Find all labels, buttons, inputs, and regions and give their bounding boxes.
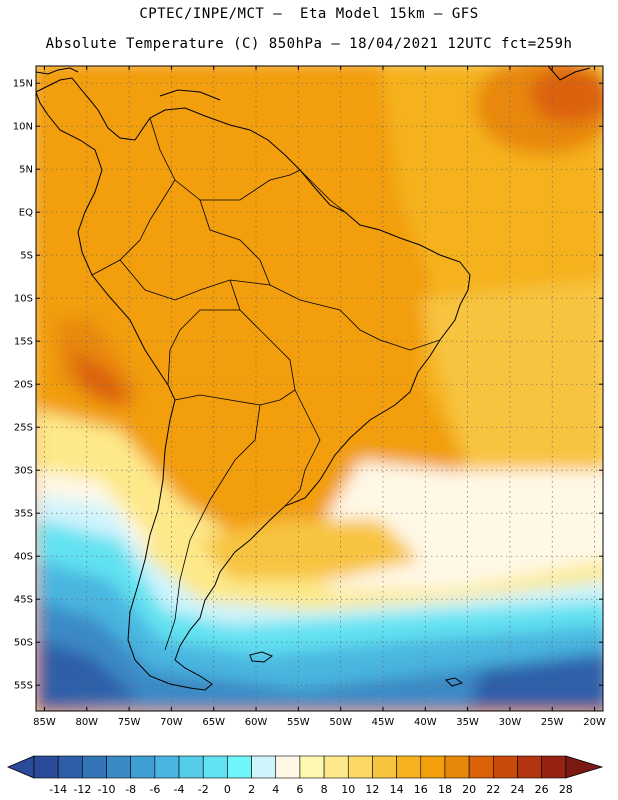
legend-swatch (493, 755, 518, 779)
lon-label: 45W (372, 717, 395, 728)
lon-label: 55W (287, 717, 310, 728)
legend-swatch (227, 755, 252, 779)
lat-label: 15N (13, 79, 33, 90)
lat-label: EQ (19, 208, 33, 219)
legend-tick-label: 4 (272, 783, 279, 796)
legend-swatch (130, 755, 156, 779)
lon-label: 25W (541, 717, 564, 728)
lat-label: 5N (19, 165, 33, 176)
map-frame (35, 65, 604, 712)
coastline (35, 65, 591, 691)
lon-label: 70W (160, 717, 183, 728)
legend-swatch (251, 755, 277, 779)
legend-swatch (420, 755, 446, 779)
legend-swatch (178, 755, 204, 779)
lon-label: 50W (329, 717, 352, 728)
legend-tick-label: -12 (73, 783, 91, 796)
lon-label: 65W (202, 717, 225, 728)
lat-label: 10S (14, 294, 33, 305)
lat-label: 30S (14, 466, 33, 477)
legend-swatch (347, 755, 373, 779)
lon-label: 40W (414, 717, 437, 728)
legend-swatch (82, 755, 107, 779)
legend-arrow-high (565, 755, 604, 779)
lat-label: 35S (14, 509, 33, 520)
legend-tick-label: 26 (535, 783, 549, 796)
lat-label: 20S (14, 380, 33, 391)
legend-swatch (275, 755, 301, 779)
legend-tick-label: 10 (341, 783, 355, 796)
temperature-field (36, 66, 603, 711)
legend-tick-label: 2 (248, 783, 255, 796)
lon-label: 20W (583, 717, 606, 728)
longitude-axis: 85W 80W 75W 70W 65W 60W 55W 50W 45W 40W 35W 30W 25W 2… (33, 66, 606, 728)
legend-tick-label: -10 (98, 783, 116, 796)
lat-label: 50S (14, 638, 33, 649)
legend-swatch (541, 755, 567, 779)
latitude-axis: 15N 10N 5N EQ 5S 10S 15S 20S 25S 30S 35S 40S 45S 50S 5… (13, 79, 603, 692)
legend-tick-label: 0 (224, 783, 231, 796)
lat-label: 45S (14, 595, 33, 606)
legend-tick-label: 28 (559, 783, 573, 796)
legend-swatch (202, 755, 228, 779)
legend-swatch (468, 755, 494, 779)
lat-label: 10N (13, 122, 33, 133)
lat-label: 15S (14, 337, 33, 348)
color-legend: -14 -12 -10 -8 -6 -4 -2 0 2 4 6 8 10 12 14 16 18 20 22 24 26… (6, 755, 604, 796)
lat-label: 5S (20, 251, 33, 262)
legend-tick-label: 8 (321, 783, 328, 796)
legend-tick-label: 14 (390, 783, 404, 796)
legend-swatch (517, 755, 542, 779)
legend-swatch (106, 755, 131, 779)
legend-swatch (299, 755, 325, 779)
legend-swatch (33, 755, 59, 779)
legend-swatch (323, 755, 349, 779)
legend-tick-label: -6 (149, 783, 160, 796)
map-title-line-1: CPTEC/INPE/MCT – Eta Model 15km – GFS (139, 6, 479, 22)
legend-swatch (396, 755, 422, 779)
legend-tick-label: -14 (49, 783, 67, 796)
lon-label: 75W (118, 717, 141, 728)
legend-tick-label: -4 (174, 783, 185, 796)
lon-label: 60W (245, 717, 268, 728)
legend-tick-label: 18 (438, 783, 452, 796)
legend-swatch (154, 755, 180, 779)
legend-swatch (444, 755, 470, 779)
legend-swatch (372, 755, 397, 779)
map-title-line-2: Absolute Temperature (C) 850hPa – 18/04/… (45, 36, 573, 52)
legend-tick-label: 12 (365, 783, 379, 796)
lat-label: 25S (14, 423, 33, 434)
lon-label: 85W (33, 717, 56, 728)
legend-tick-label: -2 (198, 783, 209, 796)
legend-swatch (57, 755, 83, 779)
legend-tick-label: 22 (486, 783, 500, 796)
legend-tick-label: 6 (296, 783, 303, 796)
lon-label: 35W (456, 717, 479, 728)
lat-label: 55S (14, 681, 33, 692)
legend-tick-label: 24 (510, 783, 524, 796)
legend-tick-label: 20 (462, 783, 476, 796)
legend-arrow-low (6, 755, 35, 779)
lat-label: 40S (14, 552, 33, 563)
lon-label: 30W (499, 717, 522, 728)
lon-label: 80W (75, 717, 98, 728)
country-borders (91, 117, 441, 651)
legend-tick-label: -8 (125, 783, 136, 796)
legend-tick-label: 16 (414, 783, 428, 796)
